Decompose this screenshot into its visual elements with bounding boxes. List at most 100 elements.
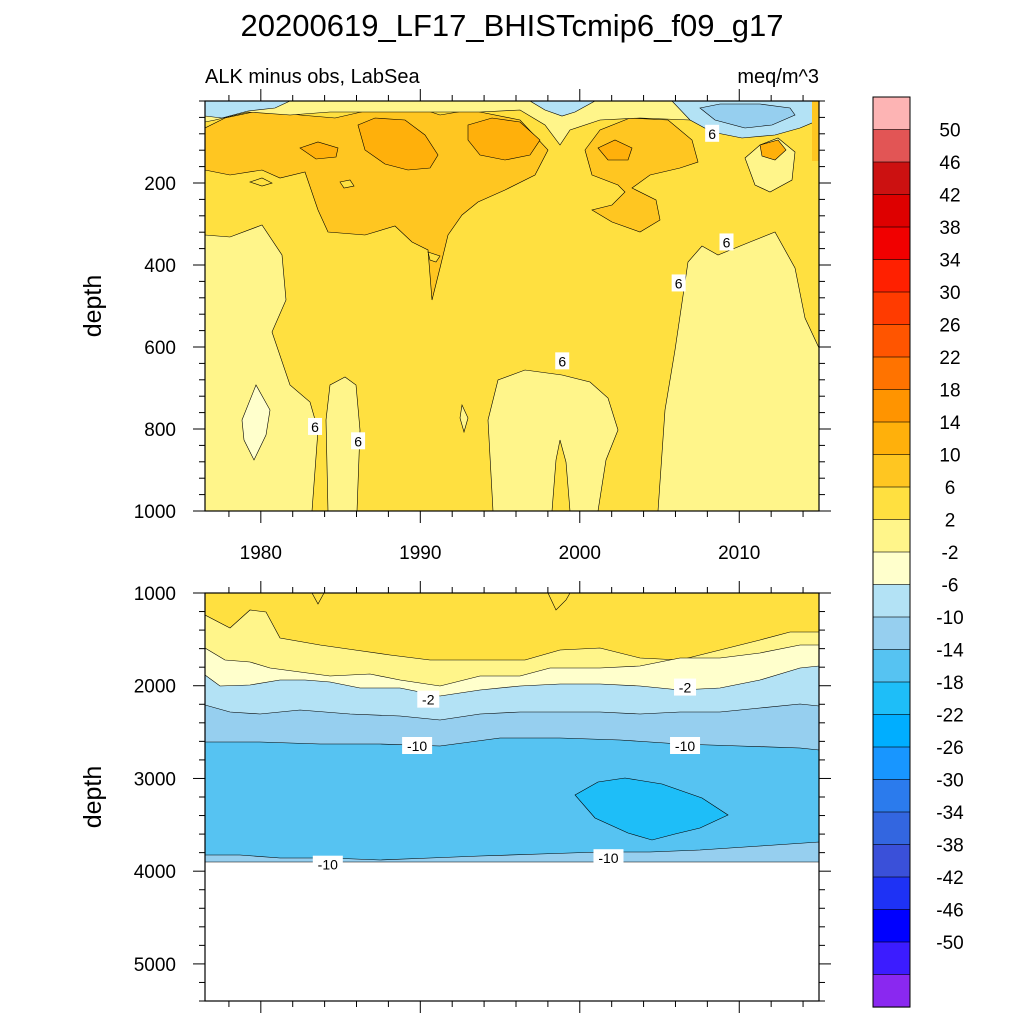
- colorbar-swatch: [872, 356, 911, 391]
- contour-label: -2: [422, 692, 435, 708]
- upper-fill-2-left: [205, 224, 319, 511]
- colorbar-swatch: [872, 941, 911, 976]
- y-tick-label: 2000: [134, 677, 176, 698]
- colorbar-swatch: [872, 519, 911, 553]
- contour-label: 6: [354, 433, 362, 449]
- contour-label: -10: [407, 738, 427, 754]
- y-tick-label: 5000: [134, 955, 176, 976]
- colorbar-swatch: [872, 486, 911, 521]
- contour-label: -10: [598, 850, 618, 866]
- colorbar-swatch: [872, 129, 911, 163]
- colorbar-swatch: [872, 161, 911, 196]
- colorbar-swatch: [872, 226, 911, 261]
- chart-units-label: meq/m^3: [737, 66, 819, 88]
- upper-fill-14-blob-a: [205, 104, 549, 301]
- colorbar-label: 14: [939, 413, 961, 434]
- colorbar-label: 34: [939, 251, 961, 272]
- lower-nodata-region: [205, 862, 819, 1001]
- colorbar-label: 42: [939, 186, 960, 207]
- upper-fill-2-center: [487, 369, 619, 511]
- colorbar-label: 26: [939, 316, 960, 337]
- colorbar-label: -42: [936, 868, 963, 889]
- colorbar-swatch: [872, 616, 911, 651]
- colorbar-label: 38: [939, 218, 960, 239]
- contour-label-bg: [705, 124, 720, 142]
- colorbar-swatch: [872, 974, 911, 1008]
- colorbar-label: 10: [939, 446, 960, 467]
- colorbar-swatch: [872, 389, 911, 423]
- upper-fill-2-right: [657, 231, 819, 511]
- contour-label: 6: [675, 275, 683, 291]
- contour-label: -2: [679, 680, 692, 696]
- upper-fill-2-lens-notch: [459, 403, 469, 434]
- colorbar: [872, 96, 911, 1008]
- colorbar-frame: [872, 96, 911, 1008]
- y-tick-label: 800: [144, 420, 176, 441]
- colorbar-swatch: [872, 454, 911, 488]
- chart-subtitle-left: ALK minus obs, LabSea: [205, 66, 420, 88]
- upper-axis-labels: 1980 1990 2000 2010 200 400 600 800 1000: [134, 174, 761, 564]
- contour-label: -10: [318, 857, 338, 873]
- y-tick-label: 4000: [134, 862, 176, 883]
- upper-ylabel: depth: [79, 275, 107, 338]
- lower-axis-ticks: [193, 581, 831, 1013]
- colorbar-label: -2: [942, 543, 959, 564]
- colorbar-label: 22: [939, 348, 960, 369]
- lower-fill-6-notch-b: [547, 593, 571, 611]
- colorbar-swatch: [872, 909, 911, 943]
- colorbar-label: 50: [939, 121, 960, 142]
- colorbar-swatch: [872, 584, 911, 618]
- y-tick-label: 1000: [134, 584, 176, 605]
- colorbar-swatch: [872, 291, 911, 326]
- contour-label: 6: [311, 419, 319, 435]
- x-tick-label: 1990: [399, 543, 441, 564]
- contour-label: -10: [675, 738, 695, 754]
- lower-fill-6-notch-a: [311, 593, 325, 605]
- colorbar-label: -22: [936, 706, 963, 727]
- contour-label-bg: [312, 855, 343, 873]
- colorbar-swatch: [872, 259, 911, 293]
- upper-contour-labels: 6 6 6 6 6 6: [308, 124, 734, 450]
- y-tick-label: 3000: [134, 769, 176, 790]
- upper-axis-ticks: [193, 89, 831, 523]
- colorbar-swatch: [872, 714, 911, 748]
- lower-axis-labels: 1000 2000 3000 4000 5000: [134, 584, 176, 976]
- colorbar-swatch: [872, 779, 911, 813]
- colorbar-swatch: [872, 551, 911, 586]
- contour-label-bg: [555, 352, 570, 370]
- y-tick-label: 200: [144, 174, 176, 195]
- upper-fill-lowest-lens: [241, 384, 271, 461]
- x-tick-label: 1980: [240, 543, 282, 564]
- upper-surface-blue-center: [529, 101, 596, 117]
- colorbar-swatch: [872, 324, 911, 358]
- colorbar-label: -10: [936, 608, 963, 629]
- colorbar-label: -6: [942, 576, 959, 597]
- colorbar-label: -30: [936, 771, 963, 792]
- y-tick-label: 600: [144, 338, 176, 359]
- upper-fill-18-blob-a: [357, 117, 439, 171]
- lower-panel: [205, 593, 819, 1001]
- contour-label-bg: [402, 737, 433, 754]
- y-tick-label: 400: [144, 256, 176, 277]
- contour-label-bg: [674, 678, 697, 696]
- lower-ylabel: depth: [79, 766, 107, 829]
- colorbar-swatch: [872, 194, 911, 228]
- contour-label-bg: [308, 417, 323, 435]
- colorbar-label: 6: [945, 478, 956, 499]
- contour-label-bg: [417, 690, 440, 708]
- upper-fill-18-blob-c: [299, 141, 339, 160]
- colorbar-swatch: [872, 811, 911, 846]
- upper-panel: [205, 101, 819, 511]
- contour-label-bg: [351, 432, 366, 450]
- contour-label-bg: [670, 737, 701, 754]
- colorbar-swatch: [872, 649, 911, 683]
- colorbar-label: 18: [939, 381, 960, 402]
- x-tick-label: 2000: [559, 543, 601, 564]
- colorbar-label: -18: [936, 673, 963, 694]
- contour-label: 6: [558, 353, 566, 369]
- lower-contour-labels: -2 -2 -10 -10 -10 -10: [312, 678, 701, 873]
- y-tick-label: 1000: [134, 502, 176, 523]
- colorbar-swatch: [872, 876, 911, 911]
- contour-label: 6: [723, 234, 731, 250]
